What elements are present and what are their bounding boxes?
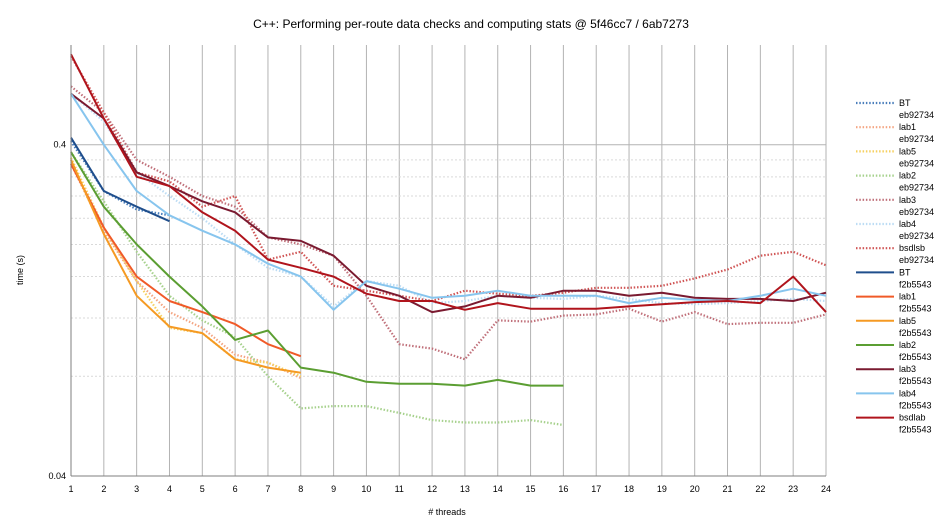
- x-tick-label: 5: [200, 484, 205, 494]
- legend-series-name: lab4: [899, 219, 916, 229]
- legend-series-version: eb92734: [899, 207, 934, 217]
- series-line-lab3-eb92734: [70, 85, 827, 361]
- y-tick-label: 0.4: [53, 140, 66, 150]
- x-tick-label: 8: [298, 484, 303, 494]
- plot-series: [70, 53, 827, 427]
- gridlines: [70, 45, 827, 477]
- x-tick-label: 13: [460, 484, 470, 494]
- x-axis-label: # threads: [428, 507, 466, 517]
- series-line-lab1-f2b5543: [70, 163, 302, 358]
- legend-series-version: eb92734: [899, 134, 934, 144]
- legend-series-name: BT: [899, 267, 911, 277]
- x-tick-label: 12: [427, 484, 437, 494]
- legend-series-version: eb92734: [899, 183, 934, 193]
- x-tick-label: 11: [395, 484, 404, 494]
- x-tick-label: 7: [265, 484, 270, 494]
- x-tick-label: 2: [101, 484, 106, 494]
- series-line-lab1-eb92734: [70, 163, 302, 380]
- legend-series-name: lab4: [899, 388, 916, 398]
- x-tick-label: 9: [331, 484, 336, 494]
- legend-series-version: f2b5543: [899, 400, 932, 410]
- legend-series-name: lab1: [899, 122, 916, 132]
- legend-series-name: bsdlab: [899, 413, 926, 423]
- legend-series-name: lab2: [899, 171, 916, 181]
- legend-series-version: f2b5543: [899, 304, 932, 314]
- legend-series-name: lab2: [899, 340, 916, 350]
- legend-series-name: lab3: [899, 195, 916, 205]
- legend-series-name: BT: [899, 98, 911, 108]
- x-tick-label: 4: [167, 484, 172, 494]
- series-line-lab3-f2b5543: [70, 93, 827, 314]
- x-tick-label: 23: [788, 484, 798, 494]
- x-tick-label: 15: [526, 484, 536, 494]
- series-line-bsdlab-f2b5543: [70, 53, 827, 313]
- legend-series-name: lab1: [899, 292, 916, 302]
- x-tick-label: 1: [68, 484, 73, 494]
- legend-series-version: f2b5543: [899, 352, 932, 362]
- y-tick-label: 0.04: [48, 471, 66, 481]
- series-line-BT-f2b5543: [70, 137, 170, 223]
- legend-series-name: lab5: [899, 146, 916, 156]
- legend-series-version: eb92734: [899, 158, 934, 168]
- legend-series-name: lab3: [899, 364, 916, 374]
- legend-series-name: bsdlsb: [899, 243, 925, 253]
- x-tick-label: 19: [657, 484, 667, 494]
- x-tick-label: 14: [493, 484, 503, 494]
- legend-series-version: f2b5543: [899, 376, 932, 386]
- legend-series-version: eb92734: [899, 255, 934, 265]
- x-tick-label: 20: [690, 484, 700, 494]
- series-line-lab2-f2b5543: [70, 151, 564, 387]
- x-tick-label: 17: [591, 484, 601, 494]
- x-tick-label: 24: [821, 484, 831, 494]
- x-tick-label: 22: [755, 484, 765, 494]
- series-line-bsdlsb-eb92734: [70, 55, 827, 303]
- legend-series-version: f2b5543: [899, 328, 932, 338]
- series-line-lab4-f2b5543: [70, 93, 827, 311]
- x-tick-label: 21: [723, 484, 733, 494]
- legend: BT eb92734 lab1 eb92734 lab5 eb92734 lab2 eb927…: [856, 98, 934, 435]
- legend-series-version: f2b5543: [899, 279, 932, 289]
- legend-series-version: f2b5543: [899, 425, 932, 435]
- tick-labels: 1 2 3 4 5 6 7 8 9 10 11 12 13 14 15 16 17 18 19 20 21 22 23 240…: [48, 140, 831, 494]
- series-line-lab5-f2b5543: [70, 159, 301, 374]
- legend-series-version: eb92734: [899, 231, 934, 241]
- x-tick-label: 16: [558, 484, 568, 494]
- chart-title: C++: Performing per-route data checks an…: [253, 17, 689, 31]
- x-tick-label: 3: [134, 484, 139, 494]
- x-tick-label: 18: [624, 484, 634, 494]
- y-axis-label: time (s): [15, 255, 25, 285]
- series-line-lab4-eb92734: [70, 92, 827, 308]
- x-tick-label: 6: [233, 484, 238, 494]
- axes: [70, 45, 826, 477]
- x-tick-label: 10: [361, 484, 371, 494]
- legend-series-name: lab5: [899, 316, 916, 326]
- legend-series-version: eb92734: [899, 110, 934, 120]
